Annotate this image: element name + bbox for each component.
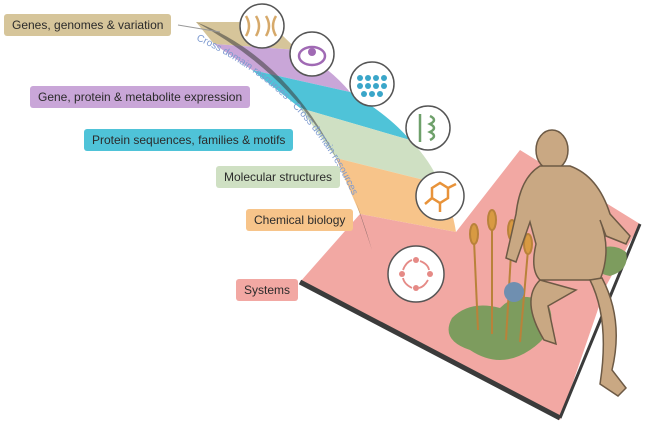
band-expression [214, 44, 350, 92]
cycle-icon [387, 245, 445, 303]
label-gene-protein-metabolite: Gene, protein & metabolite expression [30, 86, 251, 108]
label-systems: Systems [236, 279, 299, 301]
sequence-icon [349, 61, 395, 107]
band-protein [252, 70, 410, 140]
human-figure-icon [505, 129, 631, 397]
label-genes-genomes-variation: Genes, genomes & variation [4, 14, 172, 36]
band-structures [300, 108, 440, 184]
label-molecular-structures: Molecular structures [216, 166, 341, 188]
fan-edge-bottom [298, 279, 562, 421]
label-chemical-biology: Chemical biology [246, 209, 354, 231]
dna-icon [239, 3, 285, 49]
cell-icon [289, 31, 335, 77]
label-protein-sequences: Protein sequences, families & motifs [84, 129, 294, 151]
grass-patch [448, 296, 552, 360]
fan-edge-right [558, 223, 642, 419]
molecule-icon [415, 171, 465, 221]
leader-genes [177, 24, 221, 33]
helix-icon [405, 105, 451, 151]
